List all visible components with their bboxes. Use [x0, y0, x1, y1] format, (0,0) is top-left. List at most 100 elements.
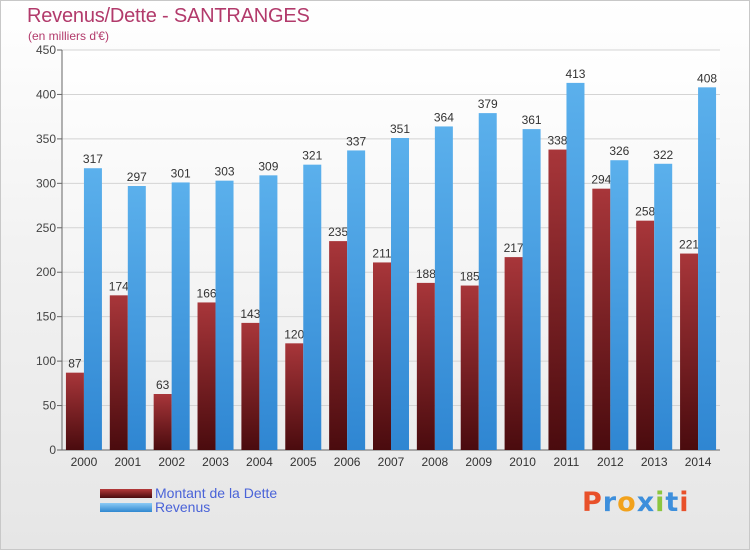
bar-dette — [197, 302, 216, 450]
logo-letter: o — [617, 487, 637, 518]
legend-label-dette: Montant de la Dette — [155, 485, 278, 501]
bar-revenus — [478, 113, 497, 450]
x-tick-label: 2012 — [597, 455, 624, 469]
y-tick-label: 200 — [36, 265, 56, 279]
bar-revenus — [303, 164, 322, 450]
x-tick-label: 2000 — [71, 455, 98, 469]
bar-revenus — [654, 163, 673, 450]
data-label-dette: 120 — [284, 327, 304, 341]
legend-swatch-dette — [100, 488, 152, 498]
logo-letter: i — [655, 487, 666, 518]
x-tick-label: 2004 — [246, 455, 273, 469]
x-tick-label: 2002 — [158, 455, 185, 469]
data-label-dette: 63 — [156, 378, 170, 392]
bar-dette — [460, 285, 479, 450]
bar-revenus — [391, 138, 409, 450]
data-label-dette: 174 — [109, 279, 129, 293]
bar-revenus — [566, 82, 585, 450]
y-tick-label: 400 — [36, 87, 56, 101]
bar-revenus — [127, 186, 146, 450]
legend: Montant de la Dette Revenus — [100, 485, 278, 515]
x-tick-label: 2014 — [685, 455, 712, 469]
bar-dette — [241, 322, 260, 450]
x-tick-label: 2006 — [334, 455, 361, 469]
legend-label-revenus: Revenus — [155, 499, 211, 515]
x-tick-label: 2013 — [641, 455, 668, 469]
data-label-revenus: 301 — [171, 166, 191, 180]
data-label-dette: 338 — [547, 134, 567, 148]
bar-dette — [109, 295, 128, 450]
logo-letter: x — [636, 487, 656, 518]
x-tick-label: 2003 — [202, 455, 229, 469]
logo-letter: i — [679, 487, 690, 518]
bar-revenus — [434, 126, 453, 450]
bar-dette — [153, 394, 172, 450]
logo-letter: t — [665, 487, 680, 518]
data-label-revenus: 322 — [653, 148, 673, 162]
logo-letter: P — [582, 487, 603, 518]
data-label-revenus: 351 — [390, 122, 410, 136]
logo-letter: r — [602, 487, 618, 518]
bar-dette — [416, 282, 435, 450]
bar-revenus — [522, 129, 541, 450]
data-label-revenus: 364 — [434, 110, 454, 124]
chart-title: Revenus/Dette - SANTRANGES — [27, 5, 310, 27]
bar-dette — [680, 253, 699, 450]
proxiti-logo: Proxiti — [582, 487, 690, 518]
data-label-revenus: 317 — [83, 152, 103, 166]
legend-swatch-revenus — [100, 502, 152, 512]
x-tick-label: 2005 — [290, 455, 317, 469]
y-tick-label: 100 — [36, 354, 56, 368]
y-tick-label: 0 — [49, 443, 56, 457]
x-tick-label: 2001 — [114, 455, 141, 469]
legend-item-dette: Montant de la Dette — [100, 485, 278, 501]
data-label-dette: 258 — [635, 205, 655, 219]
data-label-dette: 211 — [372, 246, 391, 260]
bar-dette — [636, 220, 655, 450]
bar-revenus — [215, 180, 234, 450]
data-label-revenus: 321 — [302, 149, 322, 163]
data-label-revenus: 361 — [522, 113, 542, 127]
y-tick-label: 250 — [36, 221, 56, 235]
data-label-dette: 143 — [240, 307, 260, 321]
bar-revenus — [259, 175, 278, 451]
bar-dette — [373, 262, 391, 450]
data-label-revenus: 413 — [565, 67, 585, 81]
y-tick-label: 50 — [43, 399, 57, 413]
data-label-dette: 188 — [416, 267, 436, 281]
x-tick-label: 2008 — [422, 455, 449, 469]
bar-dette — [329, 241, 348, 450]
data-label-dette: 294 — [591, 173, 611, 187]
data-label-dette: 235 — [328, 225, 348, 239]
y-tick-label: 300 — [36, 176, 56, 190]
x-tick-label: 2007 — [378, 455, 405, 469]
y-tick-label: 450 — [36, 43, 56, 57]
bar-revenus — [610, 160, 629, 450]
x-tick-label: 2010 — [509, 455, 536, 469]
bar-dette — [548, 149, 567, 451]
bar-revenus — [83, 168, 102, 450]
bar-dette — [65, 372, 84, 450]
bar-dette — [285, 343, 304, 450]
legend-item-revenus: Revenus — [100, 499, 277, 515]
data-label-dette: 87 — [68, 357, 82, 371]
y-tick-label: 150 — [36, 310, 56, 324]
data-label-revenus: 408 — [697, 71, 717, 85]
data-label-revenus: 326 — [609, 144, 629, 158]
y-tick-label: 350 — [36, 132, 56, 146]
data-label-dette: 217 — [504, 241, 524, 255]
data-label-revenus: 379 — [478, 97, 498, 111]
data-label-revenus: 303 — [215, 165, 235, 179]
chart-subtitle: (en milliers d'€) — [28, 29, 109, 43]
data-label-revenus: 297 — [127, 170, 147, 184]
data-label-dette: 185 — [460, 270, 480, 284]
data-label-dette: 166 — [197, 286, 217, 300]
data-label-dette: 221 — [679, 238, 699, 252]
bar-revenus — [698, 87, 717, 450]
x-tick-label: 2009 — [465, 455, 492, 469]
bar-dette — [504, 257, 523, 450]
bar-revenus — [171, 182, 190, 450]
data-label-revenus: 337 — [346, 134, 366, 148]
data-label-revenus: 309 — [258, 159, 278, 173]
